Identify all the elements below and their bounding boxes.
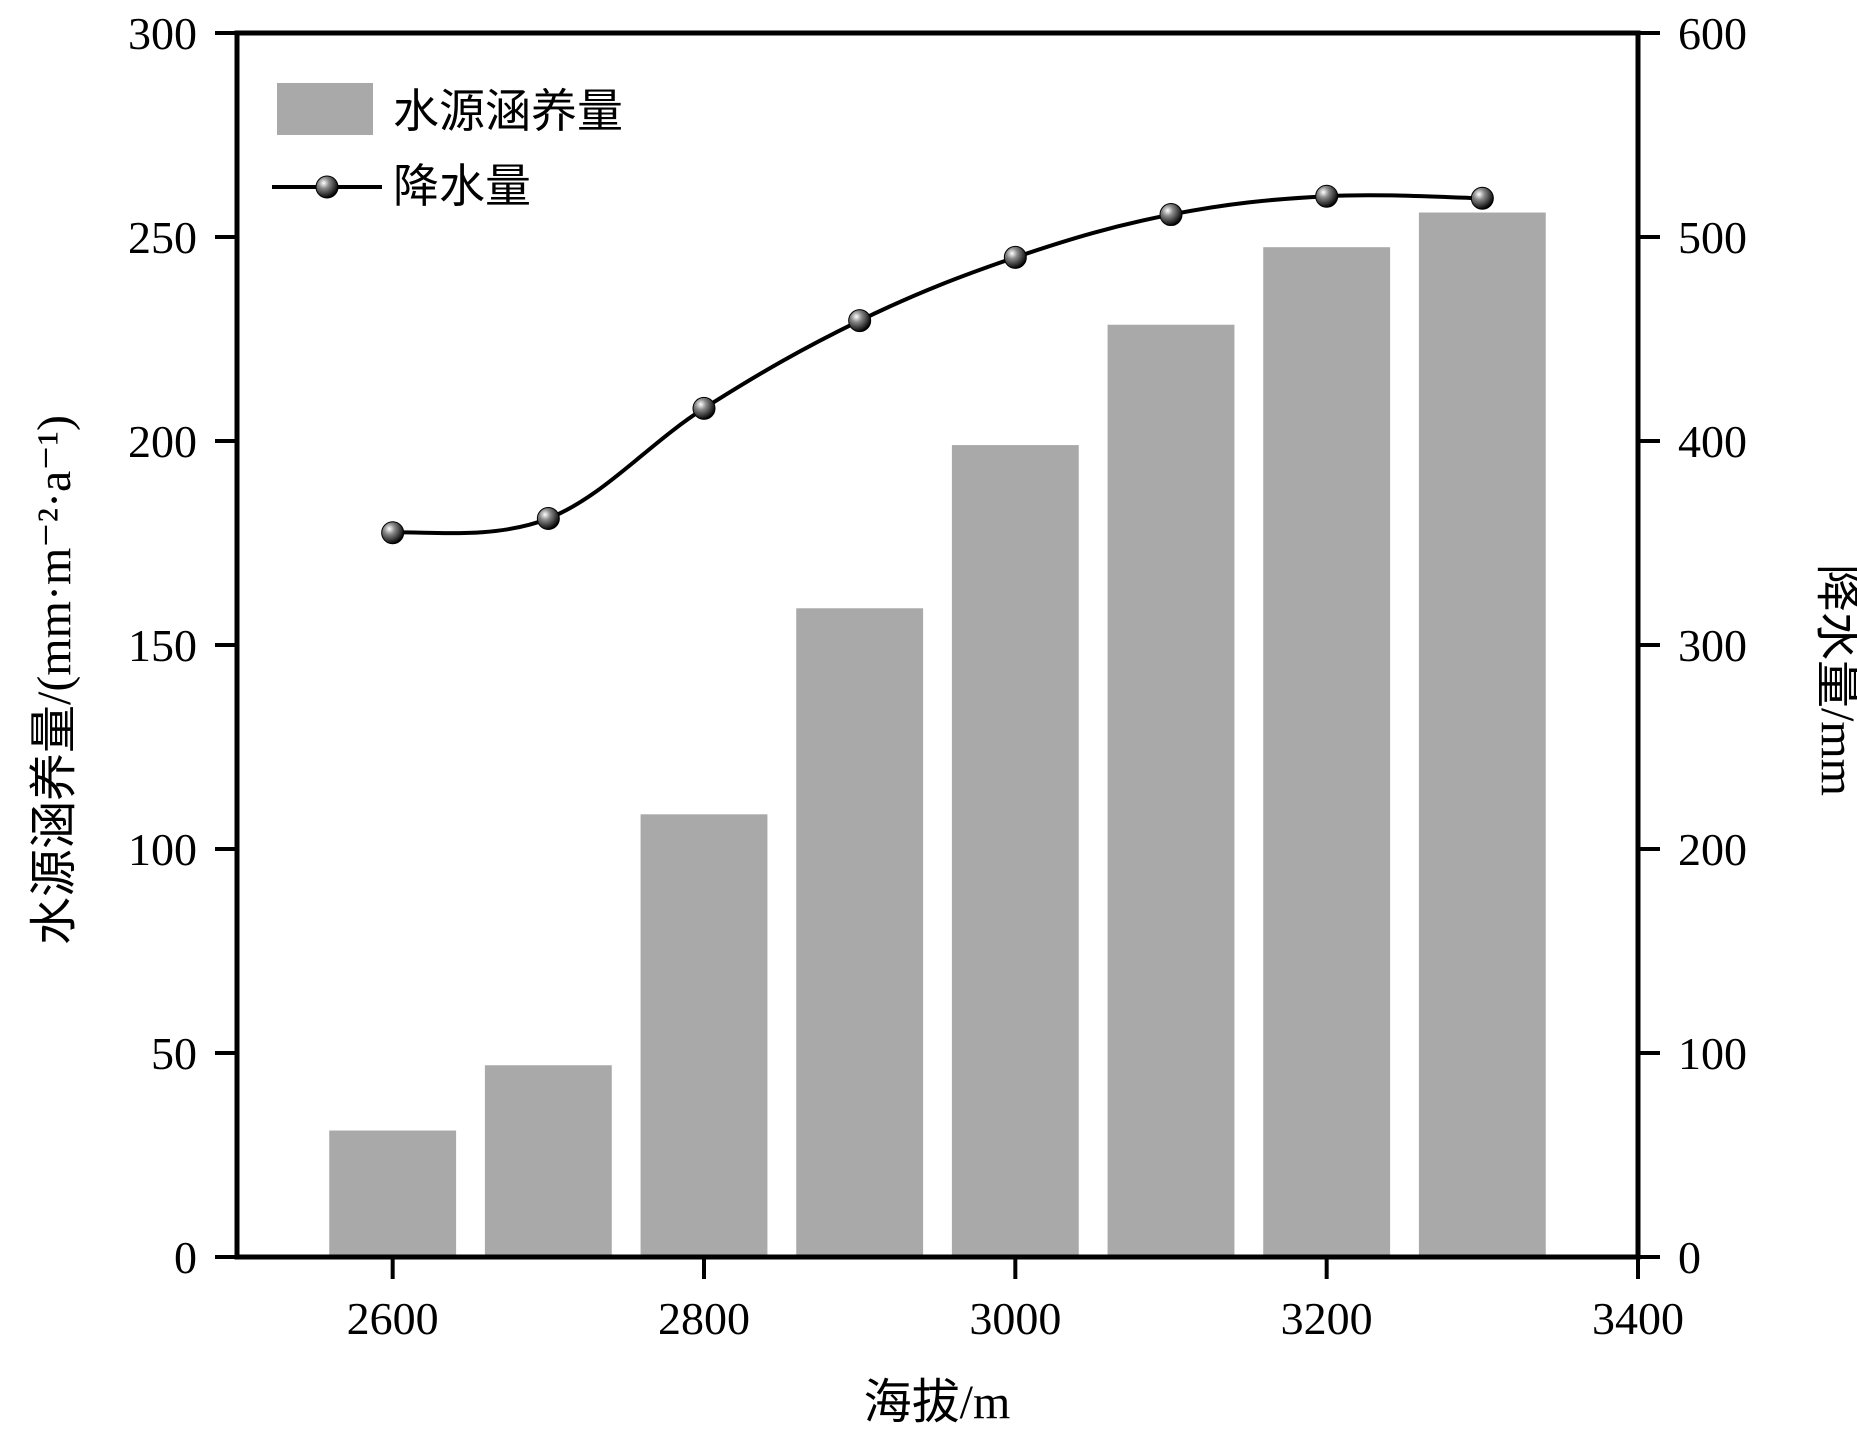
line-point [1470,186,1494,210]
y-left-tick-label: 200 [128,416,197,467]
legend-bar-swatch [277,83,373,135]
bar [484,1065,612,1257]
y-right-tick-label: 400 [1678,416,1747,467]
bar [640,814,768,1257]
bar [796,608,924,1257]
y-left-tick-label: 150 [128,620,197,671]
x-axis: 2600 2800 3000 3200 3400 [347,1257,1684,1344]
y-right-tick-label: 200 [1678,824,1747,875]
y-left-tick-label: 100 [128,824,197,875]
y-left-tick-label: 250 [128,212,197,263]
x-tick-label: 3200 [1281,1293,1373,1344]
line-path [392,193,1483,536]
line-point [692,396,716,420]
x-tick-label: 3000 [969,1293,1061,1344]
bar [1418,212,1546,1257]
y-axis-left-title: 水源涵养量/(mm·m⁻²·a⁻¹) [28,415,81,945]
x-tick-label: 2600 [347,1293,439,1344]
x-axis-title: 海拔/m [864,1376,1011,1429]
y-right-tick-label: 300 [1678,620,1747,671]
line-point [1159,203,1183,227]
legend-bar-label: 水源涵养量 [393,86,623,137]
legend: 水源涵养量 降水量 [272,83,623,212]
line-point [536,507,560,531]
bar [1107,324,1235,1258]
y-axis-right: 0 100 200 300 400 500 600 [1638,8,1747,1283]
y-right-tick-label: 500 [1678,212,1747,263]
bar [951,445,1079,1258]
line-point [1003,245,1027,269]
legend-line-marker [315,175,339,199]
y-left-tick-label: 300 [128,8,197,59]
legend-line-label: 降水量 [393,161,531,212]
line-point [381,521,405,545]
x-tick-label: 2800 [658,1293,750,1344]
y-left-tick-label: 0 [174,1232,197,1283]
bar [329,1130,457,1257]
line-point [1315,184,1339,208]
y-left-tick-label: 50 [151,1028,197,1079]
line-series [381,184,1494,545]
bar [1263,247,1391,1257]
y-right-tick-label: 100 [1678,1028,1747,1079]
x-tick-label: 3400 [1592,1293,1684,1344]
y-axis-right-title: 降水量/mm [1811,564,1857,796]
line-point [848,309,872,333]
bar-series [329,212,1546,1258]
y-right-tick-label: 0 [1678,1232,1701,1283]
y-axis-left: 0 50 100 150 200 250 300 [128,8,237,1283]
y-right-tick-label: 600 [1678,8,1747,59]
